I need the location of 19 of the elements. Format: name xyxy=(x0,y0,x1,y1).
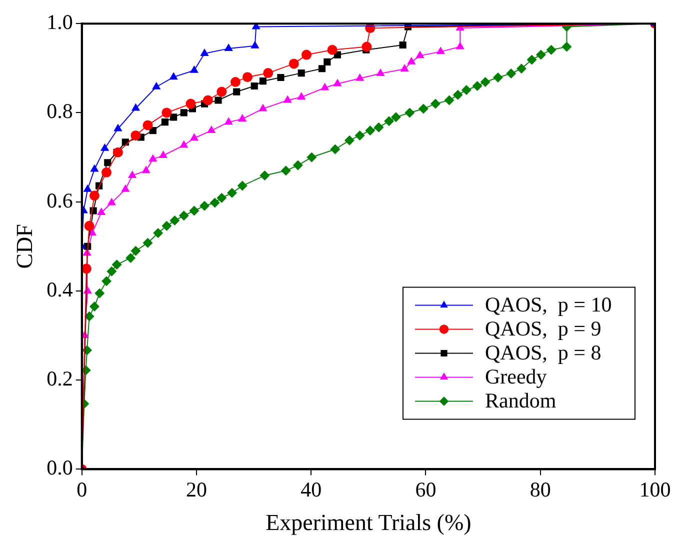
y-tick-label: 0.4 xyxy=(46,277,74,302)
y-tick-label: 0.2 xyxy=(46,366,73,391)
y-tick-label: 0.6 xyxy=(46,188,73,212)
legend-label: Greedy xyxy=(485,364,548,389)
x-axis-title: Experiment Trials (%) xyxy=(266,510,472,536)
legend-label: QAOS, p = 10 xyxy=(485,292,612,317)
legend-label: QAOS, p = 9 xyxy=(485,316,602,341)
x-tick-label: 100 xyxy=(639,477,671,502)
y-tick-label: 1.0 xyxy=(46,10,73,34)
y-tick-label: 0.8 xyxy=(46,99,73,124)
x-tick-label: 0 xyxy=(76,477,88,502)
x-tick-label: 60 xyxy=(415,477,436,502)
x-tick-label: 80 xyxy=(530,477,551,502)
legend-label: Random xyxy=(485,388,556,413)
x-tick-label: 20 xyxy=(186,477,207,502)
y-axis-title: CDF xyxy=(12,224,37,269)
legend-label: QAOS, p = 8 xyxy=(485,340,602,365)
y-tick-label: 0.0 xyxy=(46,456,73,480)
x-tick-label: 40 xyxy=(300,477,322,502)
